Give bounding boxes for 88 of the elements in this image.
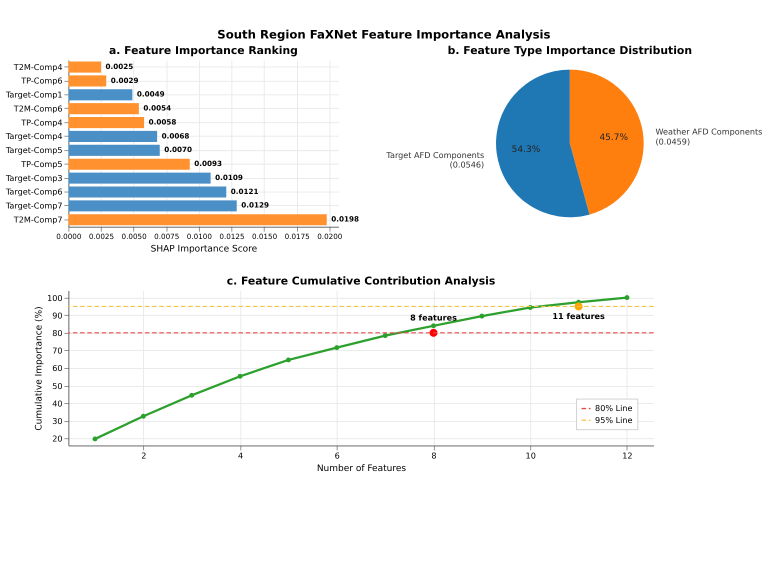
chart-title: b. Feature Type Importance Distribution [448, 44, 692, 57]
data-label: 0.0029 [110, 76, 139, 85]
chart-title: c. Feature Cumulative Contribution Analysis [226, 274, 496, 288]
y-tick-label: Target-Comp4 [4, 131, 63, 142]
y-tick-label: 30 [52, 416, 63, 426]
annotation: 8 features [410, 312, 458, 322]
point [479, 314, 484, 319]
pie-slice [496, 70, 590, 218]
data-label: 0.0198 [331, 214, 359, 224]
bar [68, 144, 160, 156]
text: South Region FaXNet Feature Importance Analysis [217, 28, 551, 42]
data-label: 0.0049 [136, 90, 165, 99]
x-tick-label: 12 [622, 450, 633, 461]
x-axis-title: SHAP Importance Score [150, 244, 258, 254]
point [238, 374, 243, 379]
legend-label: 80% Line [595, 403, 633, 414]
y-tick-label: Target-Comp1 [4, 90, 63, 100]
data-label: 54.3% [512, 145, 541, 156]
x-tick-label: 0.0075 [154, 232, 180, 241]
x-axis-title: Number of Features [316, 464, 406, 474]
y-tick-label: 20 [52, 434, 63, 444]
legend-label: 95% Line [595, 414, 633, 425]
bar [68, 172, 211, 184]
y-tick-label: T2M-Comp6 [12, 103, 63, 114]
data-label: 0.0025 [106, 62, 134, 71]
x-tick-label: 0.0100 [186, 232, 212, 241]
data-label: 0.0129 [241, 200, 269, 210]
y-tick-label: T2M-Comp4 [12, 62, 63, 72]
data-label: 0.0093 [194, 159, 222, 168]
x-tick-label: 6 [334, 450, 340, 461]
bar [68, 117, 144, 128]
slice-label: Weather AFD Components (0.0459) [655, 126, 762, 146]
point [624, 295, 630, 300]
bar [68, 158, 190, 170]
x-tick-label: 0.0150 [252, 232, 278, 241]
x-tick-label: 10 [526, 450, 536, 461]
point [140, 414, 146, 419]
pie-slice [570, 70, 644, 215]
data-label: 0.0121 [230, 186, 259, 196]
bar [68, 130, 158, 142]
y-tick-label: TP-Comp4 [20, 117, 63, 128]
y-tick-label: 100 [47, 292, 63, 303]
x-tick-label: 0.0000 [56, 232, 82, 241]
x-tick-label: 0.0025 [88, 232, 114, 241]
x-tick-label: 4 [238, 450, 244, 461]
y-tick-label: 50 [52, 380, 63, 391]
bar [68, 75, 106, 87]
data-label: 0.0109 [215, 172, 243, 182]
y-tick-label: 40 [52, 398, 63, 408]
point [286, 357, 291, 362]
bar [68, 103, 139, 114]
point [382, 333, 388, 338]
y-axis-title: Cumulative Importance (%) [34, 306, 45, 431]
x-tick-label: 0.0200 [317, 232, 343, 241]
x-tick-label: 2 [141, 450, 146, 461]
y-tick-label: Target-Comp3 [4, 172, 63, 183]
x-tick-label: 8 [431, 450, 437, 461]
point [334, 345, 340, 350]
y-tick-label: 80 [52, 328, 63, 338]
slice-label: Target AFD Components (0.0546) [385, 150, 484, 170]
y-tick-label: 90 [52, 310, 63, 320]
bar [68, 214, 327, 226]
data-label: 0.0068 [162, 131, 190, 140]
point [431, 323, 436, 328]
y-tick-label: TP-Comp6 [20, 76, 63, 86]
y-tick-label: Target-Comp6 [4, 186, 63, 197]
y-tick-label: 70 [52, 346, 63, 356]
point [92, 436, 98, 442]
point [574, 302, 583, 310]
data-label: 0.0070 [164, 145, 192, 154]
bar [68, 62, 102, 73]
x-tick-label: 0.0050 [122, 232, 148, 241]
y-tick-label: TP-Comp5 [20, 158, 63, 169]
annotation: 11 features [552, 311, 606, 322]
y-tick-label: T2M-Comp7 [12, 214, 63, 224]
data-label: 0.0054 [143, 104, 172, 113]
chart-title: a. Feature Importance Ranking [109, 44, 298, 57]
y-tick-label: 60 [52, 363, 63, 374]
bar [68, 186, 226, 198]
bar [68, 89, 132, 100]
y-tick-label: Target-Comp5 [4, 145, 63, 156]
y-tick-label: Target-Comp7 [4, 200, 63, 211]
bar [68, 200, 237, 212]
data-label: 0.0058 [148, 117, 176, 126]
x-tick-label: 0.0175 [284, 232, 310, 241]
x-tick-label: 0.0125 [219, 232, 245, 241]
data-label: 45.7% [599, 133, 628, 144]
point [189, 392, 194, 398]
